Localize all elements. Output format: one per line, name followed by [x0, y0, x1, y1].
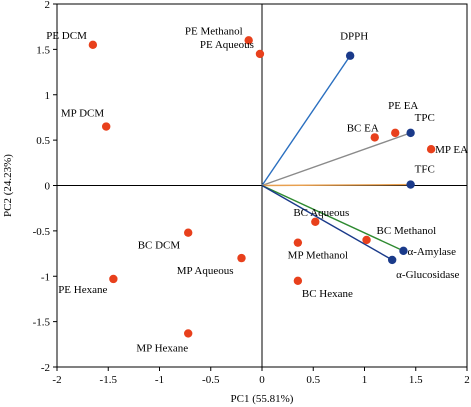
x-axis-title: PC1 (55.81%) — [231, 393, 294, 405]
sample-label: MP Aqueous — [177, 265, 234, 277]
sample-point — [244, 36, 253, 45]
variable-label: α-Glucosidase — [396, 269, 459, 281]
variable-point — [387, 255, 397, 265]
sample-point — [102, 122, 111, 131]
x-tick-label: -2 — [52, 374, 61, 386]
y-tick-label: 2 — [45, 0, 51, 11]
x-tick-label: 0 — [259, 374, 265, 386]
variable-point — [399, 246, 408, 256]
x-tick-label: 0.5 — [306, 374, 320, 386]
y-tick-label: -0.5 — [33, 226, 51, 238]
sample-label: BC Methanol — [377, 225, 437, 237]
loading-vector-line — [261, 184, 393, 261]
sample-point — [184, 329, 193, 338]
variable-label: α-Amylase — [407, 246, 456, 258]
sample-label: PE Methanol — [185, 25, 243, 37]
y-tick-label: -1 — [41, 271, 50, 283]
variable-point — [406, 180, 415, 189]
sample-point — [109, 274, 118, 284]
sample-label: MP DCM — [61, 108, 105, 120]
loading-vector-line — [261, 55, 351, 186]
x-tick-label: 1.5 — [409, 374, 423, 386]
y-axis-title: PC2 (24.23%) — [2, 154, 14, 217]
y-tick-label: 1 — [45, 90, 51, 102]
sample-point — [293, 276, 303, 285]
sample-label: MP Methanol — [288, 250, 348, 262]
sample-label: PE EA — [388, 100, 418, 112]
sample-label: BC DCM — [138, 240, 181, 252]
variable-label: DPPH — [340, 31, 368, 43]
variable-point — [345, 51, 355, 60]
loading-vector-line — [261, 183, 411, 187]
sample-point — [88, 40, 98, 50]
variable-label: TFC — [415, 164, 435, 176]
sample-point — [293, 238, 303, 247]
loading-vectors — [261, 51, 415, 265]
sample-label: PE Aqueous — [200, 39, 254, 51]
sample-label: MP EA — [435, 144, 468, 156]
loading-vector-line — [261, 184, 404, 252]
x-tick-label: -0.5 — [202, 374, 220, 386]
sample-label: BC Hexane — [302, 288, 353, 300]
x-tick-label: 1 — [362, 374, 368, 386]
sample-point — [184, 228, 193, 237]
sample-point — [362, 235, 371, 245]
sample-label: BC Aqueous — [293, 207, 349, 219]
ticks-layer: -2 -1.5 -1 -0.5 0 0.5 1 1.5 2 -2 -1.5 -1 -0.5 0 0.5 1 1.… — [33, 0, 470, 386]
y-tick-label: -1.5 — [33, 317, 51, 329]
sample-label: PE DCM — [46, 30, 87, 42]
sample-label: MP Hexane — [136, 342, 188, 354]
sample-point — [237, 253, 246, 263]
variable-point — [406, 128, 415, 138]
x-tick-label: 2 — [464, 374, 470, 386]
loading-vector-line — [261, 132, 411, 187]
sample-point — [370, 133, 379, 142]
y-tick-label: -2 — [41, 362, 50, 374]
sample-point — [255, 49, 265, 59]
point-labels: DPPH TPC TFC α-Amylase α-Glucosidase PE DCM PE… — [46, 25, 468, 354]
y-tick-label: 0.5 — [36, 135, 50, 147]
y-tick-label: 1.5 — [36, 44, 50, 56]
sample-label: PE Hexane — [58, 284, 107, 296]
variable-label: TPC — [415, 112, 435, 124]
sample-point — [391, 128, 400, 138]
sample-points — [88, 36, 436, 338]
x-tick-label: -1.5 — [100, 374, 118, 386]
sample-label: BC EA — [347, 122, 379, 134]
sample-point — [426, 145, 436, 154]
y-tick-label: 0 — [45, 181, 51, 193]
x-tick-label: -1 — [155, 374, 164, 386]
sample-point — [311, 217, 320, 226]
